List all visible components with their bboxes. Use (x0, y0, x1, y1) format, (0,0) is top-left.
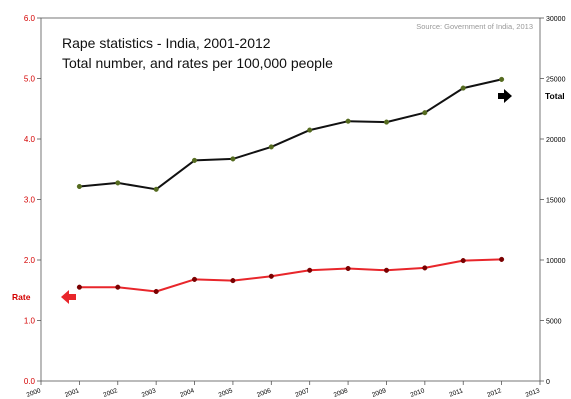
data-point-rate-2010 (422, 265, 428, 271)
y-right-tick-label: 20000 (546, 137, 566, 144)
y-left-tick-label: 5.0 (24, 75, 36, 84)
chart-source: Source: Government of India, 2013 (416, 22, 533, 31)
data-point-total-2002 (115, 180, 121, 186)
x-tick-label: 2002 (102, 387, 118, 399)
data-point-rate-2007 (307, 267, 313, 273)
data-point-total-2005 (230, 156, 236, 162)
y-left-tick-label: 4.0 (24, 135, 36, 144)
x-tick-label: 2010 (410, 387, 426, 399)
y-left-tick-label: 0.0 (24, 377, 36, 386)
data-point-total-2012 (499, 76, 505, 82)
data-point-total-2004 (191, 157, 198, 163)
data-point-rate-2003 (153, 288, 159, 295)
series-line-rate (79, 258, 502, 293)
plot-area (40, 17, 541, 382)
series-line-total (79, 78, 502, 191)
x-tick-label: 2000 (26, 387, 42, 399)
y-right-tick-label: 15000 (546, 198, 566, 205)
y-left-tick-label: 1.0 (24, 317, 36, 326)
y-left-tick-label: 3.0 (24, 196, 36, 205)
legend-label-total: Total (545, 91, 565, 101)
chart-title: Rape statistics - India, 2001-2012 (62, 35, 271, 51)
y-right-tick-label: 5000 (546, 319, 562, 326)
x-tick-label: 2008 (333, 387, 349, 399)
x-tick-label: 2012 (486, 387, 502, 399)
y-right-tick-label: 30000 (546, 16, 566, 23)
x-tick-label: 2003 (141, 387, 157, 399)
x-tick-label: 2001 (64, 387, 80, 399)
y-right-tick-label: 10000 (546, 258, 566, 265)
y-right-tick-label: 25000 (546, 77, 566, 84)
rate-arrow-icon (61, 290, 76, 304)
y-right-tick-label: 0 (546, 379, 550, 386)
legend-label-rate: Rate (12, 292, 31, 302)
data-point-total-2010 (422, 110, 428, 116)
data-point-rate-2002 (115, 284, 121, 290)
data-point-total-2001 (76, 183, 82, 190)
total-arrow-icon (498, 89, 512, 103)
x-tick-label: 2009 (371, 387, 387, 399)
y-left-tick-label: 6.0 (24, 14, 36, 23)
data-point-total-2006 (268, 144, 274, 150)
data-point-total-2009 (383, 119, 390, 125)
x-tick-label: 2005 (218, 387, 234, 399)
data-point-rate-2009 (383, 267, 390, 273)
data-point-rate-2006 (268, 273, 274, 279)
data-point-rate-2008 (345, 265, 351, 272)
data-point-rate-2001 (76, 284, 82, 290)
data-point-rate-2004 (191, 276, 198, 282)
data-point-total-2007 (307, 127, 313, 133)
data-point-rate-2012 (499, 256, 505, 262)
x-tick-label: 2013 (525, 387, 541, 399)
y-left-tick-label: 2.0 (24, 256, 36, 265)
data-point-rate-2011 (460, 258, 466, 264)
x-tick-label: 2006 (256, 387, 272, 399)
data-point-rate-2005 (230, 278, 236, 284)
x-tick-label: 2007 (294, 387, 310, 399)
chart-subtitle: Total number, and rates per 100,000 peop… (62, 55, 333, 71)
x-tick-label: 2004 (179, 387, 195, 399)
x-tick-label: 2011 (448, 387, 464, 398)
data-point-total-2011 (460, 85, 466, 91)
data-point-total-2003 (153, 186, 159, 192)
data-point-total-2008 (345, 118, 351, 124)
